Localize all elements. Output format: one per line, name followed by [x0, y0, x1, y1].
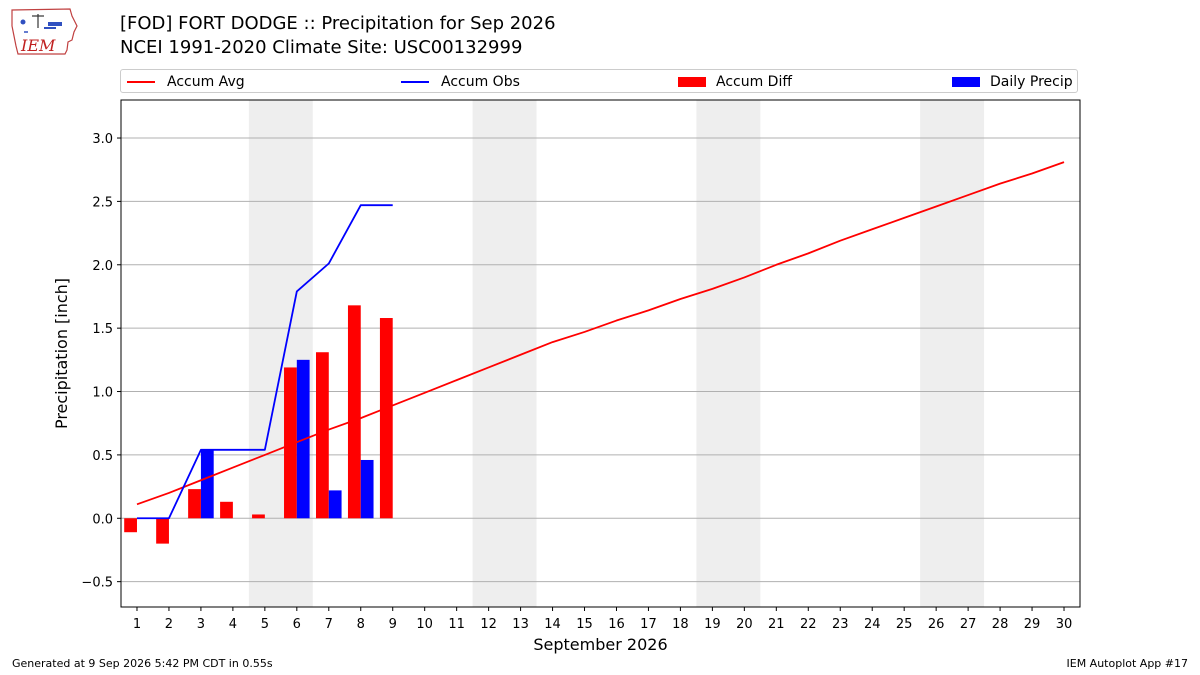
daily-precip-bar	[328, 490, 342, 519]
x-tick-label: 18	[672, 617, 689, 632]
legend-swatch-accum-obs	[401, 81, 429, 83]
x-tick-label: 5	[261, 617, 269, 632]
x-axis: 1 2 3 4 5 6 7 8 9 10 11 12 13 14 15 16 17 18 19 20 21 22 23 24 2…	[133, 607, 1072, 632]
x-tick-label: 24	[864, 617, 881, 632]
accum-diff-bar	[347, 305, 361, 519]
y-tick-label: 2.0	[92, 259, 113, 274]
legend-label-accum-avg: Accum Avg	[167, 74, 245, 90]
x-tick-label: 11	[448, 617, 465, 632]
accum-diff-bar	[379, 318, 393, 519]
y-tick-label: 0.5	[92, 449, 113, 464]
accum-diff-bar	[124, 518, 137, 533]
legend-label-accum-diff: Accum Diff	[716, 74, 793, 90]
weekend-band-1	[248, 100, 313, 607]
x-tick-label: 27	[960, 617, 977, 632]
weekend-band-4	[920, 100, 985, 607]
accum-diff-bar	[220, 501, 233, 519]
x-tick-label: 4	[229, 617, 237, 632]
y-tick-label: 0.0	[92, 512, 113, 527]
x-tick-label: 15	[576, 617, 593, 632]
lines-layer	[136, 161, 1065, 520]
accum-diff-bar	[284, 367, 297, 519]
accum-avg-line	[136, 161, 1065, 506]
gridlines-layer	[121, 137, 1080, 583]
chart-subtitle: NCEI 1991-2020 Climate Site: USC00132999	[120, 37, 523, 58]
y-axis: −0.5 0.0 0.5 1.0 1.5 2.0 2.5 3.0	[81, 132, 121, 591]
y-tick-label: −0.5	[81, 576, 113, 591]
y-tick-label: 3.0	[92, 132, 113, 147]
x-tick-label: 2	[165, 617, 173, 632]
x-tick-label: 21	[768, 617, 785, 632]
app-credit: IEM Autoplot App #17	[1066, 657, 1189, 670]
x-tick-label: 19	[704, 617, 721, 632]
iem-logo: IEM	[8, 6, 80, 58]
x-tick-label: 16	[608, 617, 625, 632]
x-tick-label: 17	[640, 617, 657, 632]
accum-diff-bar	[188, 489, 201, 519]
plot-frame	[120, 99, 1081, 608]
weekend-band-3	[696, 100, 761, 607]
daily-precip-bar	[360, 459, 374, 519]
x-tick-label: 29	[1024, 617, 1041, 632]
iem-iowa-logo-icon: IEM	[11, 8, 78, 55]
y-axis-label: Precipitation [inch]	[52, 278, 71, 429]
x-tick-label: 23	[832, 617, 849, 632]
legend-label-daily-precip: Daily Precip	[990, 74, 1073, 90]
x-tick-label: 9	[389, 617, 397, 632]
x-tick-label: 1	[133, 617, 141, 632]
accum-diff-bar	[156, 518, 169, 544]
x-tick-label: 12	[480, 617, 497, 632]
svg-text:IEM: IEM	[20, 36, 56, 55]
x-tick-label: 30	[1056, 617, 1073, 632]
weekend-band-2	[472, 100, 537, 607]
x-axis-label: September 2026	[533, 635, 667, 654]
legend-swatch-accum-diff	[678, 77, 706, 87]
weekend-shading-layer	[248, 100, 985, 607]
legend-label-accum-obs: Accum Obs	[441, 74, 520, 90]
x-tick-label: 3	[197, 617, 205, 632]
accum-diff-bar	[252, 514, 265, 519]
x-tick-label: 10	[416, 617, 433, 632]
legend-item-accum-obs: Accum Obs	[401, 73, 520, 91]
legend-swatch-accum-avg	[127, 81, 155, 83]
legend-swatch-daily-precip	[952, 77, 980, 87]
generated-timestamp: Generated at 9 Sep 2026 5:42 PM CDT in 0…	[12, 657, 273, 670]
x-tick-label: 13	[512, 617, 529, 632]
y-tick-label: 2.5	[92, 195, 113, 210]
legend-item-daily-precip: Daily Precip	[952, 73, 1073, 91]
x-tick-label: 6	[293, 617, 301, 632]
x-tick-label: 22	[800, 617, 817, 632]
accum-diff-bar	[315, 352, 329, 519]
y-tick-label: 1.0	[92, 386, 113, 401]
x-tick-label: 25	[896, 617, 913, 632]
legend-item-accum-avg: Accum Avg	[127, 73, 245, 91]
x-tick-label: 26	[928, 617, 945, 632]
accum-obs-line	[136, 204, 393, 520]
daily-precip-bar	[200, 449, 214, 519]
chart-title: [FOD] FORT DODGE :: Precipitation for Se…	[120, 13, 556, 34]
y-tick-label: 1.5	[92, 322, 113, 337]
x-tick-label: 20	[736, 617, 753, 632]
x-tick-label: 8	[357, 617, 365, 632]
x-tick-label: 14	[544, 617, 561, 632]
chart-legend: Accum Avg Accum Obs Accum Diff Daily Pre…	[120, 69, 1078, 93]
x-tick-label: 7	[325, 617, 333, 632]
x-tick-label: 28	[992, 617, 1009, 632]
legend-item-accum-diff: Accum Diff	[678, 73, 792, 91]
